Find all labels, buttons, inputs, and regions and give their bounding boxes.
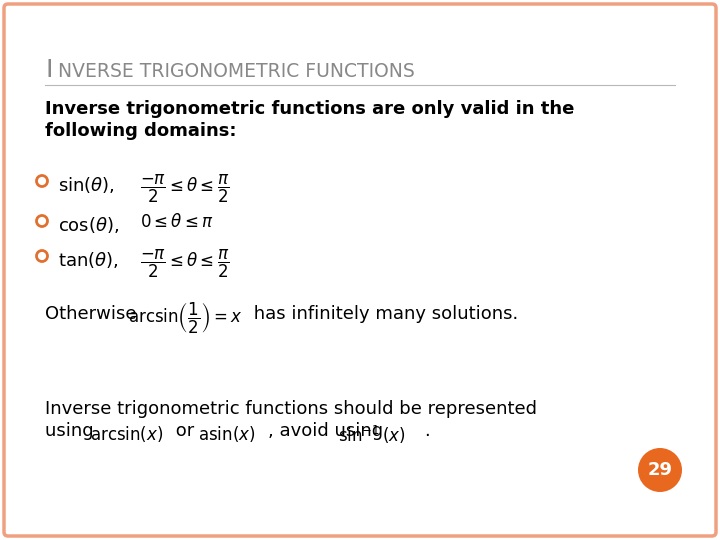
Text: $\cos(\theta)$,: $\cos(\theta)$, [58,215,120,235]
Text: $\arcsin\!\left(\dfrac{1}{2}\right) = x$: $\arcsin\!\left(\dfrac{1}{2}\right) = x$ [128,301,243,336]
FancyBboxPatch shape [4,4,716,536]
Text: $\mathrm{asin}(x)$: $\mathrm{asin}(x)$ [198,424,256,444]
Text: $\sin(\theta)$,: $\sin(\theta)$, [58,175,115,195]
Text: I: I [45,58,53,82]
Circle shape [37,251,48,261]
Text: , avoid using: , avoid using [268,422,389,440]
Text: or: or [170,422,200,440]
Text: $\dfrac{-\pi}{2} \leq \theta \leq \dfrac{\pi}{2}$: $\dfrac{-\pi}{2} \leq \theta \leq \dfrac… [140,173,230,205]
Text: $\arcsin(x)$: $\arcsin(x)$ [90,424,163,444]
Text: has infinitely many solutions.: has infinitely many solutions. [248,305,518,323]
Text: $\dfrac{-\pi}{2} \leq \theta \leq \dfrac{\pi}{2}$: $\dfrac{-\pi}{2} \leq \theta \leq \dfrac… [140,248,230,280]
Text: $\tan(\theta)$,: $\tan(\theta)$, [58,250,119,270]
Text: $0 \leq \theta \leq \pi$: $0 \leq \theta \leq \pi$ [140,213,214,231]
Text: Inverse trigonometric functions are only valid in the: Inverse trigonometric functions are only… [45,100,575,118]
Text: Inverse trigonometric functions should be represented: Inverse trigonometric functions should b… [45,400,537,418]
Text: Otherwise: Otherwise [45,305,143,323]
Text: .: . [424,422,430,440]
Text: $\sin^{-1}(x)$: $\sin^{-1}(x)$ [338,424,406,446]
Circle shape [638,448,682,492]
Text: 29: 29 [647,461,672,479]
Text: NVERSE TRIGONOMETRIC FUNCTIONS: NVERSE TRIGONOMETRIC FUNCTIONS [58,62,415,81]
Circle shape [37,215,48,226]
Text: following domains:: following domains: [45,122,236,140]
Circle shape [37,176,48,186]
Text: using: using [45,422,99,440]
